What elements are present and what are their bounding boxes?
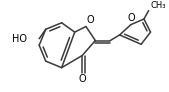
Text: O: O	[87, 15, 94, 25]
Text: O: O	[78, 74, 86, 84]
Text: HO: HO	[12, 34, 27, 44]
Text: CH₃: CH₃	[151, 1, 166, 10]
Text: O: O	[127, 13, 135, 23]
